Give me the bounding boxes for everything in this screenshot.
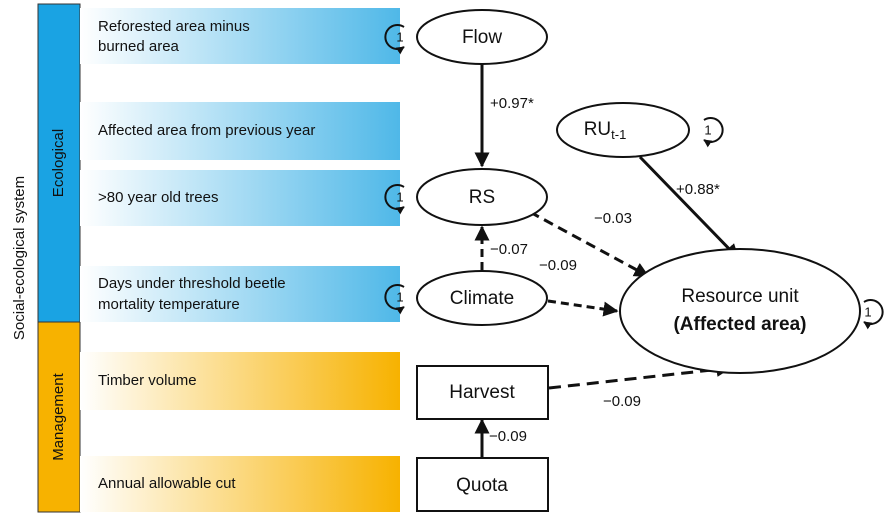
node-label: Harvest: [449, 382, 515, 403]
row-label: mortality temperature: [98, 296, 240, 313]
row-strip: [80, 8, 400, 64]
group-label: Management: [50, 372, 67, 460]
node-label: Flow: [462, 27, 502, 48]
edge: [547, 299, 619, 317]
group-bar: [37, 3, 81, 323]
node-label: RS: [469, 187, 495, 208]
row-label: Annual allowable cut: [98, 475, 236, 492]
node-label-main: RU: [584, 119, 611, 140]
node-label: (Affected area): [673, 314, 806, 335]
node-label: Resource unit: [681, 286, 799, 307]
self-loop: [384, 284, 405, 315]
row-label: burned area: [98, 38, 180, 55]
row-strip: [80, 456, 400, 512]
edge-label: +0.88*: [676, 181, 720, 198]
edge: [638, 155, 740, 260]
edge: [529, 210, 650, 278]
node-shape: [556, 102, 690, 158]
group-bar: [37, 321, 81, 513]
edge-label: −0.07: [490, 241, 528, 258]
row-strip: [80, 102, 400, 160]
self-loop: [384, 24, 405, 55]
node-label: Climate: [450, 288, 514, 309]
loop-label: 1: [396, 189, 403, 204]
row-strip: [80, 266, 400, 322]
nodes: [416, 9, 861, 512]
edges: [474, 64, 740, 457]
row-strip: [80, 170, 400, 226]
edge: [548, 362, 732, 390]
node-shape: [416, 168, 548, 226]
row-label: Days under threshold beetle: [98, 275, 286, 292]
node-label: Quota: [456, 475, 508, 496]
row-strips: [80, 8, 400, 512]
node-shape: [619, 248, 861, 374]
loop-label: 1: [704, 122, 711, 137]
edge-label: −0.09: [489, 428, 527, 445]
loop-label: 1: [396, 29, 403, 44]
edge-label: −0.09: [603, 393, 641, 410]
self-loop: [703, 117, 724, 148]
loop-label: 1: [864, 304, 871, 319]
self-loops: [384, 24, 884, 330]
self-loop: [384, 184, 405, 215]
group-label: Ecological: [50, 129, 67, 197]
row-label: Timber volume: [98, 372, 197, 389]
edge-label: −0.03: [594, 210, 632, 227]
edge-label: +0.97*: [490, 95, 534, 112]
loop-label: 1: [396, 289, 403, 304]
node-label: RUt-1: [584, 119, 627, 142]
row-label: Affected area from previous year: [98, 122, 315, 139]
axis-label: Social-ecological system: [11, 176, 28, 340]
node-shape: [416, 9, 548, 65]
row-label: >80 year old trees: [98, 189, 219, 206]
node-shape: [416, 457, 549, 512]
row-label: Reforested area minus: [98, 18, 250, 35]
self-loop: [863, 299, 884, 330]
node-shape: [416, 270, 548, 326]
node-shape: [416, 365, 549, 420]
node-label-subscript: t-1: [611, 127, 626, 142]
row-strip: [80, 352, 400, 410]
edge-label: −0.09: [539, 257, 577, 274]
